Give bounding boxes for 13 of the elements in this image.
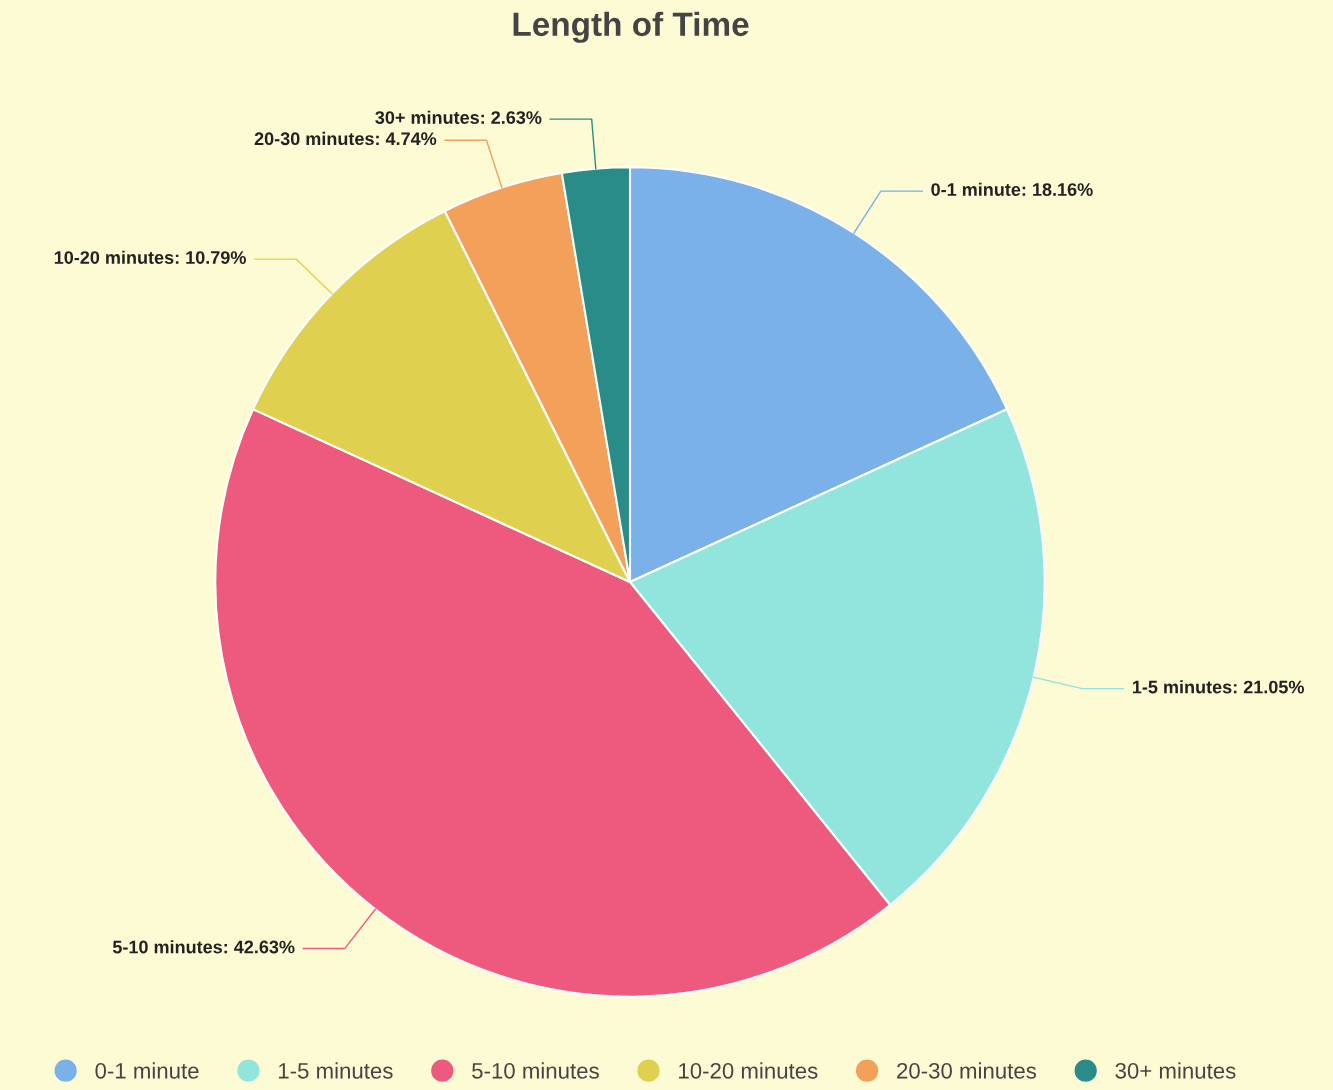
legend-label: 30+ minutes — [1115, 1062, 1236, 1079]
legend-label: 20-30 minutes — [897, 1062, 1037, 1079]
data-label: 0-1 minute: 18.16% — [931, 182, 1093, 196]
data-label: 10-20 minutes: 10.79% — [54, 250, 246, 264]
legend-label: 0-1 minute — [95, 1062, 199, 1079]
chart-title: Length of Time — [513, 11, 749, 43]
legend-label: 5-10 minutes — [472, 1062, 599, 1079]
legend-label: 10-20 minutes — [679, 1062, 818, 1079]
data-label: 20-30 minutes: 4.74% — [254, 131, 437, 146]
legend-label: 1-5 minutes — [279, 1062, 393, 1079]
data-label: 30+ minutes: 2.63% — [375, 110, 542, 124]
data-label: 5-10 minutes: 42.63% — [112, 940, 295, 954]
data-label: 1-5 minutes: 21.05% — [1132, 680, 1304, 694]
